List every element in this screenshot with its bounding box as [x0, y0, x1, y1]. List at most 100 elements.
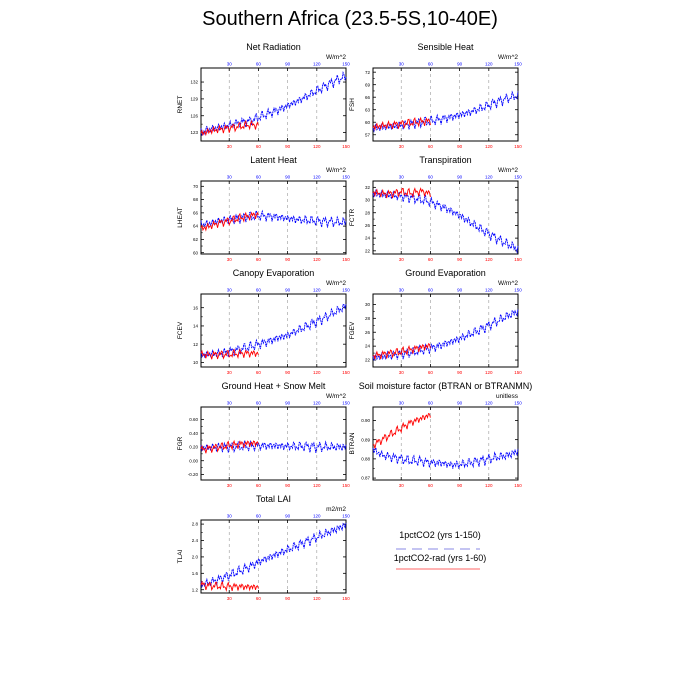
units-label: W/m^2 — [498, 280, 518, 287]
legend-label-2: 1pctCO2-rad (yrs 1-60) — [394, 553, 487, 563]
y-tick-label: 68 — [193, 197, 199, 202]
x-tick-label-top: 30 — [399, 175, 405, 180]
x-tick-label-bottom: 60 — [256, 370, 262, 375]
panel-title: Soil moisture factor (BTRAN or BTRANMN) — [359, 381, 533, 391]
x-tick-label-top: 150 — [342, 401, 350, 406]
y-tick-label: 132 — [190, 80, 198, 85]
x-tick-label-bottom: 90 — [285, 257, 291, 262]
units-label: W/m^2 — [498, 54, 518, 61]
x-tick-label-top: 30 — [227, 514, 233, 519]
x-tick-label-top: 150 — [514, 175, 522, 180]
x-tick-label-bottom: 30 — [399, 370, 405, 375]
y-tick-label: 26 — [365, 223, 371, 228]
x-tick-label-bottom: 90 — [285, 483, 291, 488]
series-line-red — [372, 343, 431, 360]
plot-frame — [372, 180, 519, 255]
x-tick-label-top: 120 — [485, 175, 493, 180]
x-tick-label-bottom: 90 — [285, 144, 291, 149]
y-tick-label: 0.00 — [189, 458, 198, 463]
x-tick-label-top: 150 — [514, 288, 522, 293]
x-tick-label-bottom: 150 — [514, 257, 522, 262]
y-tick-label: 66 — [365, 95, 371, 100]
x-tick-label-top: 120 — [485, 288, 493, 293]
series-line-blue — [200, 71, 347, 136]
y-tick-label: 2.4 — [192, 538, 199, 543]
series-line-blue — [200, 439, 347, 454]
y-tick-label: 2.8 — [192, 522, 199, 527]
y-tick-label: -0.20 — [188, 472, 199, 477]
y-tick-label: 66 — [193, 210, 199, 215]
y-tick-label: 0.88 — [361, 456, 370, 461]
x-tick-label-bottom: 120 — [313, 257, 321, 262]
x-tick-label-top: 60 — [256, 62, 262, 67]
panel-5: Canopy Evaporation W/m^2 FCEV 10 12 14 16 30 60 9… — [177, 268, 350, 375]
series-line-red — [200, 211, 259, 232]
y-tick-label: 1.2 — [192, 587, 199, 592]
x-tick-label-bottom: 120 — [485, 483, 493, 488]
y-tick-label: 14 — [193, 324, 199, 329]
legend-label-1: 1pctCO2 (yrs 1-150) — [399, 530, 481, 540]
units-label: W/m^2 — [326, 280, 346, 287]
panel-title: Net Radiation — [246, 42, 301, 52]
x-tick-label-top: 60 — [428, 401, 434, 406]
x-tick-label-bottom: 60 — [428, 257, 434, 262]
x-tick-label-bottom: 150 — [342, 257, 350, 262]
x-tick-label-bottom: 120 — [485, 257, 493, 262]
panel-3: Latent Heat W/m^2 LHEAT 60 62 64 66 68 70 30 60 90 1… — [177, 155, 350, 262]
x-tick-label-top: 60 — [428, 62, 434, 67]
y-tick-label: 57 — [365, 132, 371, 137]
y-tick-label: 70 — [193, 184, 199, 189]
series-line-red — [200, 119, 259, 137]
plot-frame — [200, 519, 347, 594]
x-tick-label-top: 30 — [399, 62, 405, 67]
y-tick-label: 30 — [365, 198, 371, 203]
y-tick-label: 0.90 — [361, 418, 370, 423]
x-tick-label-bottom: 90 — [457, 257, 463, 262]
x-tick-label-top: 120 — [313, 514, 321, 519]
x-tick-label-top: 30 — [227, 401, 233, 406]
plot-frame — [372, 67, 519, 142]
x-tick-label-bottom: 30 — [399, 144, 405, 149]
y-tick-label: 0.87 — [361, 476, 370, 481]
x-tick-label-top: 150 — [514, 62, 522, 67]
y-tick-label: 10 — [193, 360, 199, 365]
series-line-blue — [200, 522, 347, 589]
y-axis-label: FGR — [177, 436, 184, 450]
x-tick-label-bottom: 90 — [285, 596, 291, 601]
y-tick-label: 16 — [193, 305, 199, 310]
x-tick-label-bottom: 120 — [485, 144, 493, 149]
x-tick-label-bottom: 90 — [457, 483, 463, 488]
series-line-blue — [372, 446, 519, 469]
x-tick-label-top: 30 — [227, 175, 233, 180]
panel-4: Transpiration W/m^2 FCTR 22 24 26 28 30 32 30 60 90… — [349, 155, 522, 262]
series-line-blue — [372, 188, 519, 254]
x-tick-label-top: 60 — [256, 288, 262, 293]
series-line-red — [372, 187, 431, 199]
x-tick-label-bottom: 90 — [285, 370, 291, 375]
panel-title: Ground Evaporation — [405, 268, 486, 278]
plot-frame — [372, 406, 519, 481]
x-tick-label-bottom: 30 — [227, 144, 233, 149]
plot-frame — [200, 406, 347, 481]
x-tick-label-bottom: 30 — [399, 483, 405, 488]
y-tick-label: 22 — [365, 248, 371, 253]
x-tick-label-top: 120 — [313, 62, 321, 67]
x-tick-label-bottom: 150 — [514, 144, 522, 149]
plot-frame — [200, 180, 347, 255]
x-tick-label-top: 90 — [285, 175, 291, 180]
y-tick-label: 1.6 — [192, 571, 199, 576]
y-tick-label: 28 — [365, 210, 371, 215]
y-tick-label: 69 — [365, 82, 371, 87]
x-tick-label-bottom: 30 — [227, 596, 233, 601]
y-tick-label: 32 — [365, 185, 371, 190]
x-tick-label-top: 90 — [457, 288, 463, 293]
x-tick-label-top: 120 — [313, 401, 321, 406]
x-tick-label-bottom: 90 — [457, 144, 463, 149]
x-tick-label-bottom: 60 — [256, 483, 262, 488]
panel-title: Total LAI — [256, 494, 291, 504]
y-axis-label: LHEAT — [177, 207, 184, 227]
units-label: W/m^2 — [326, 393, 346, 400]
x-tick-label-top: 60 — [256, 514, 262, 519]
y-tick-label: 28 — [365, 316, 371, 321]
